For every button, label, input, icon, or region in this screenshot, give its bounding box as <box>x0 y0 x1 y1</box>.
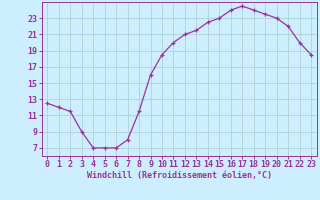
X-axis label: Windchill (Refroidissement éolien,°C): Windchill (Refroidissement éolien,°C) <box>87 171 272 180</box>
